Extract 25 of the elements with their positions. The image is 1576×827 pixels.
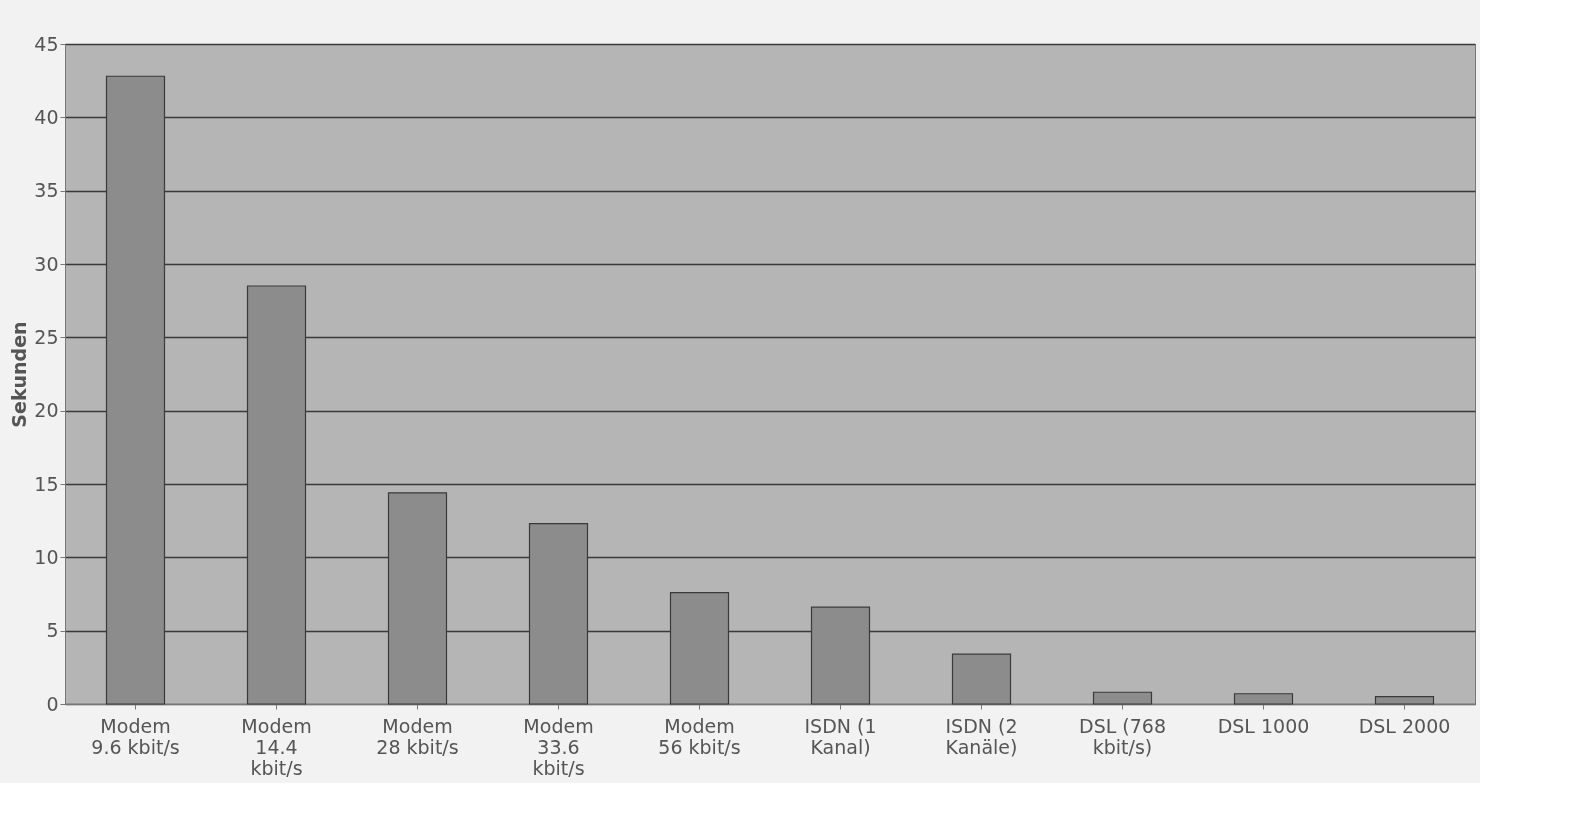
y-tick-label: 5 (46, 619, 59, 642)
x-tick-label: Modem 14.4 kbit/s (241, 714, 312, 779)
bar (1092, 691, 1153, 705)
bar (951, 653, 1012, 705)
y-axis-title: Sekunden (8, 321, 31, 428)
x-tick-label: Modem 28 kbit/s (376, 714, 459, 758)
y-tick-label: 0 (46, 692, 59, 715)
x-tick-label: Modem 56 kbit/s (658, 714, 741, 758)
y-tick-label: 45 (34, 32, 59, 55)
y-tick-label: 30 (34, 252, 59, 275)
y-tick-label: 20 (34, 399, 59, 422)
x-tick-label: Modem 9.6 kbit/s (91, 714, 180, 758)
bar (1374, 696, 1435, 705)
y-tick-label: 40 (34, 105, 59, 128)
x-tick-label: DSL (768 kbit/s) (1079, 714, 1166, 758)
x-tick-label: Modem 33.6 kbit/s (523, 714, 594, 779)
y-tick-label: 35 (34, 179, 59, 202)
y-tick-label: 25 (34, 325, 59, 348)
bar (1233, 693, 1294, 705)
x-tick-label: DSL 1000 (1217, 714, 1310, 737)
x-tick-label: ISDN (2 Kanäle) (945, 714, 1018, 758)
x-tick-label: DSL 2000 (1358, 714, 1451, 737)
x-tick-label: ISDN (1 Kanal) (804, 714, 877, 758)
y-tick-label: 10 (34, 545, 59, 568)
y-tick-label: 15 (34, 472, 59, 495)
